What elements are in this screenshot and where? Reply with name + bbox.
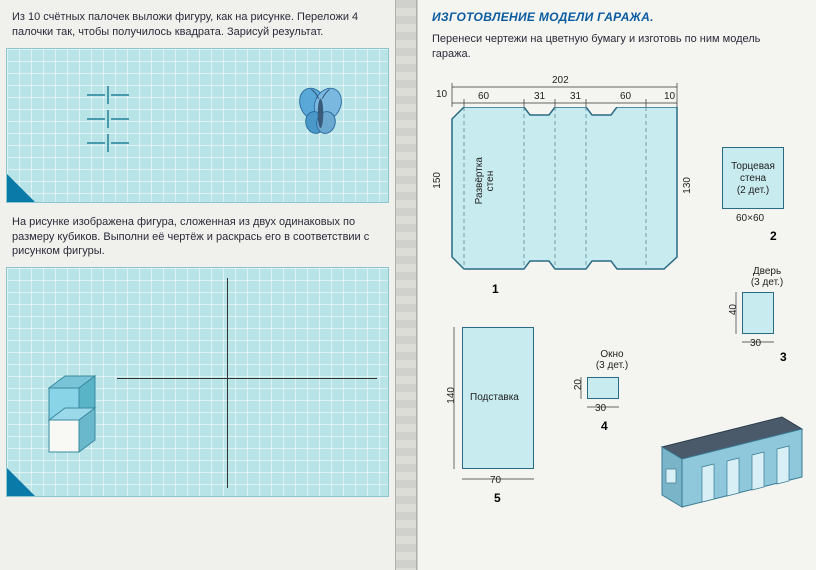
left-page: Из 10 счётных палочек выложи фигуру, как… [0,0,395,570]
corner-decoration-2 [7,468,35,496]
garage-illustration [642,407,812,522]
butterfly-icon [293,84,348,139]
task1-text: Из 10 счётных палочек выложи фигуру, как… [6,8,389,42]
blueprint-area: 202 10 60 31 31 60 10 [432,77,802,537]
page-title: ИЗГОТОВЛЕНИЕ МОДЕЛИ ГАРАЖА. [432,10,802,24]
task1-panel [6,48,389,203]
instruction-text: Перенеси чертежи на цветную бумагу и изг… [432,32,802,63]
corner-decoration [7,174,35,202]
task2-panel [6,267,389,497]
book-spine [395,0,417,570]
task2-text: На рисунке изображена фигура, сложенная … [6,213,389,262]
right-page: ИЗГОТОВЛЕНИЕ МОДЕЛИ ГАРАЖА. Перенеси чер… [417,0,816,570]
cube-figure [37,368,117,483]
